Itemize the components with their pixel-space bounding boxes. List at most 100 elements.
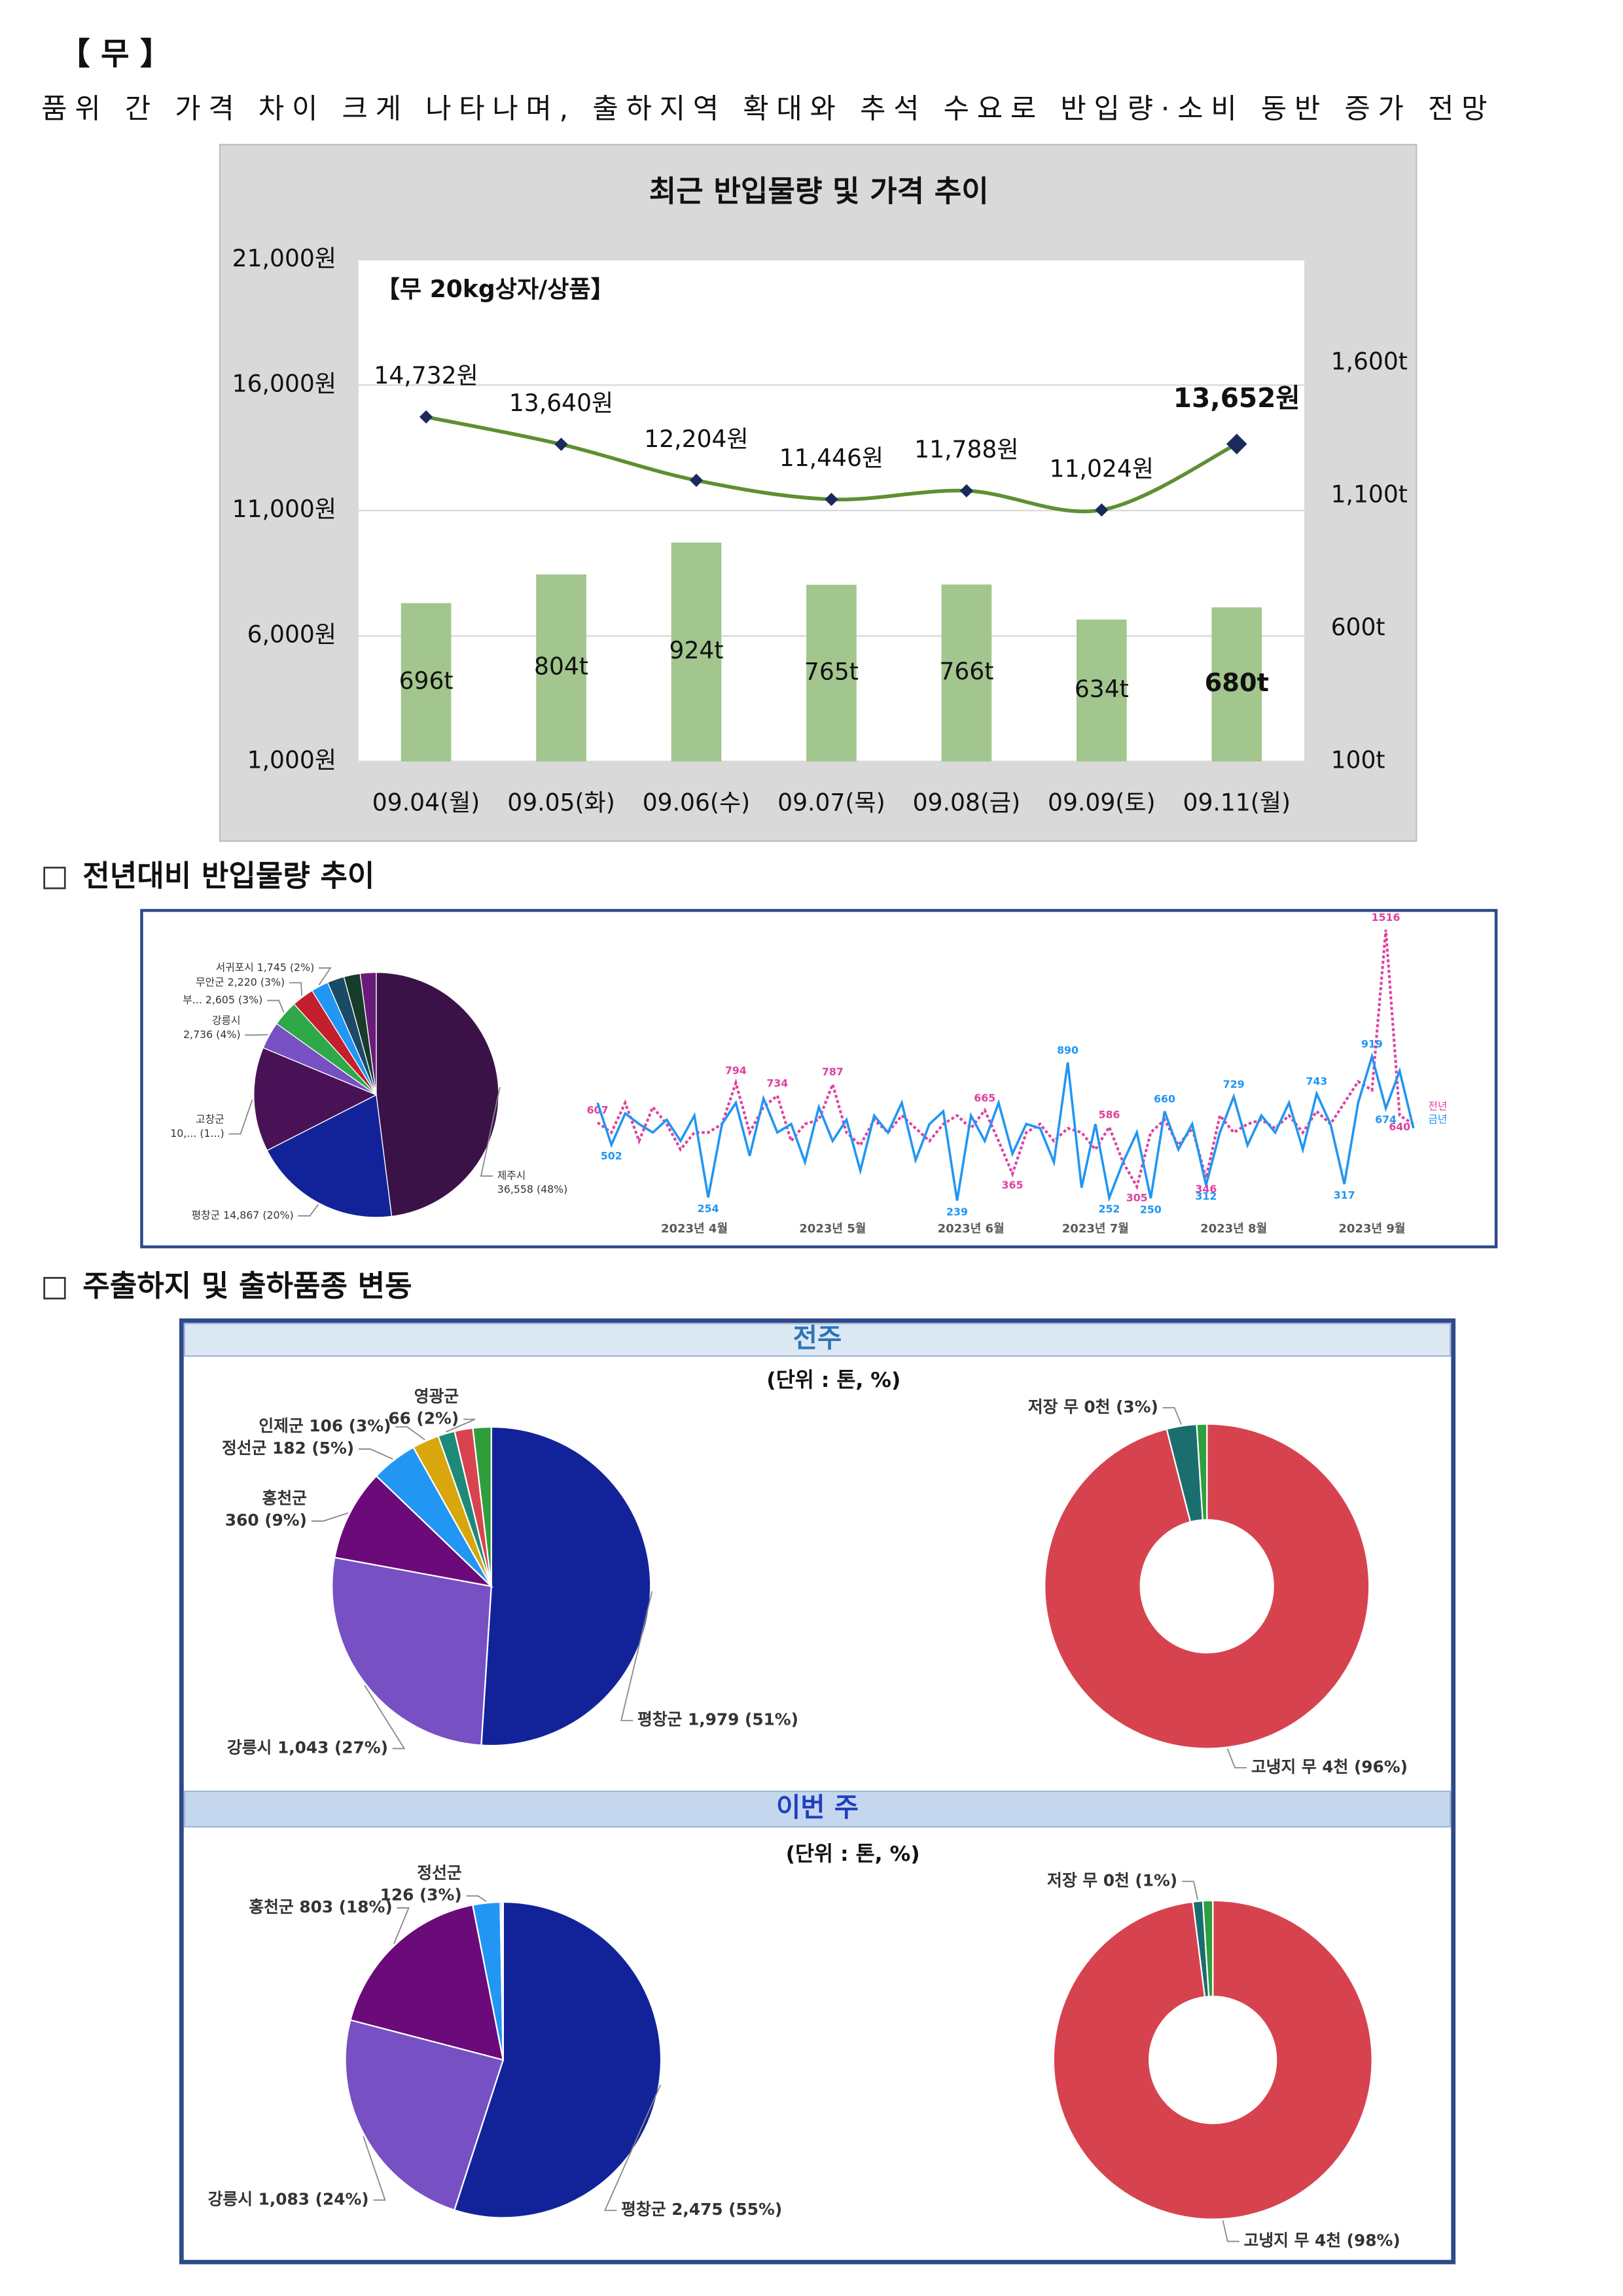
- point-label: 743: [1306, 1075, 1327, 1087]
- leader-line: [1226, 1748, 1247, 1768]
- x-tick-label: 2023년 8월: [1200, 1222, 1267, 1236]
- slice-label: 평창군 2,475 (55%): [621, 2200, 782, 2219]
- slice-label: 2,736 (4%): [183, 1028, 240, 1041]
- x-tick-label: 09.07(목): [777, 789, 885, 817]
- leader-line: [466, 1895, 487, 1902]
- x-tick-label: 09.05(화): [507, 789, 615, 817]
- point-label: 252: [1098, 1203, 1120, 1215]
- x-tick-label: 2023년 4월: [661, 1222, 728, 1236]
- point-label: 586: [1098, 1108, 1120, 1121]
- bar: [941, 584, 992, 762]
- leader-line: [318, 967, 332, 986]
- x-tick-label: 09.06(수): [643, 789, 751, 817]
- leader-line: [480, 1086, 501, 1177]
- point-label: 607: [587, 1104, 609, 1117]
- leader-line: [267, 999, 285, 1013]
- page-title: 【 무 】: [59, 37, 171, 73]
- slice-label: 평창군 14,867 (20%): [192, 1209, 294, 1221]
- leader-line: [358, 1448, 393, 1460]
- marker: [959, 484, 974, 498]
- slice-label: 고냉지 무 4천 (96%): [1251, 1757, 1408, 1776]
- bar: [401, 603, 452, 762]
- point-label: 254: [698, 1202, 719, 1215]
- marker: [825, 492, 838, 507]
- point-label: 305: [1126, 1192, 1148, 1204]
- point-label: 1516: [1372, 911, 1400, 924]
- x-tick-label: 09.04(월): [372, 789, 480, 817]
- x-tick-label: 2023년 6월: [938, 1222, 1005, 1236]
- slice-label: 홍천군 803 (18%): [249, 1897, 392, 1916]
- bar-label: 766t: [939, 658, 993, 685]
- y2-tick-label: 600t: [1331, 613, 1385, 641]
- point-label: 239: [946, 1206, 968, 1218]
- y-tick-label: 1,000원: [247, 746, 336, 774]
- bar-label: 924t: [669, 637, 723, 664]
- bar: [1077, 619, 1127, 762]
- slice-label: 인제군 106 (3%): [259, 1416, 391, 1435]
- point-label: 312: [1195, 1190, 1217, 1202]
- section-heading: 전년대비 반입물량 추이: [82, 858, 374, 893]
- point-label: 317: [1334, 1189, 1355, 1202]
- point-label: 787: [822, 1066, 844, 1078]
- pie-slice: [331, 1556, 492, 1746]
- point-label: 674: [1375, 1113, 1397, 1126]
- pie-slice: [1196, 1423, 1208, 1521]
- leader-line: [445, 1418, 476, 1433]
- slice-label: 평창군 1,979 (51%): [637, 1710, 798, 1729]
- bar-label: 765t: [804, 658, 859, 685]
- pie-slice: [344, 2018, 505, 2212]
- slice-label: 126 (3%): [380, 1886, 462, 1905]
- pie-slice: [376, 972, 499, 1217]
- slice-label: 강릉시: [212, 1014, 241, 1027]
- leader-line: [311, 1512, 349, 1522]
- y2-tick-label: 100t: [1331, 746, 1385, 774]
- line-label: 13,640원: [509, 389, 613, 417]
- panel-title: 이번 주: [776, 1791, 859, 1823]
- pie-slice: [1044, 1423, 1370, 1749]
- point-label: 250: [1140, 1203, 1162, 1215]
- leader-line: [228, 1099, 253, 1135]
- y-tick-label: 16,000원: [232, 370, 336, 397]
- leader-line: [364, 1685, 406, 1749]
- pie-slice: [359, 972, 377, 1095]
- x-tick-label: 09.09(토): [1048, 789, 1156, 817]
- marker: [689, 473, 704, 488]
- slice-label: 36,558 (48%): [497, 1183, 568, 1196]
- pie-slice: [480, 1426, 652, 1747]
- x-tick-label: 09.11(월): [1183, 789, 1291, 817]
- bar-label: 634t: [1075, 675, 1129, 703]
- slice-label: 영광군: [414, 1387, 459, 1406]
- pie-slice: [349, 1904, 505, 2061]
- slice-label: 무안군 2,220 (3%): [196, 976, 285, 988]
- section-heading: 주출하지 및 출하품종 변동: [82, 1268, 412, 1303]
- checkbox: [43, 867, 66, 889]
- bar: [806, 584, 857, 762]
- bar-label: 680t: [1205, 668, 1269, 698]
- point-label: 665: [974, 1092, 995, 1104]
- leader-line: [1181, 1880, 1198, 1900]
- slice-label: 360 (9%): [225, 1511, 307, 1530]
- y2-tick-label: 1,600t: [1331, 348, 1408, 376]
- panel-title: 전주: [793, 1322, 842, 1354]
- point-label: 919: [1361, 1037, 1383, 1050]
- bar-label: 804t: [534, 653, 588, 680]
- y-tick-label: 11,000원: [232, 495, 336, 523]
- pie-slice: [472, 1426, 492, 1587]
- pie-slice: [253, 1047, 378, 1151]
- x-tick-label: 2023년 7월: [1062, 1222, 1129, 1236]
- slice-label: 저장 무 0천 (3%): [1028, 1397, 1158, 1416]
- line-label: 12,204원: [644, 425, 748, 453]
- page-subtitle: 품위 간 가격 차이 크게 나타나며, 출하지역 확대와 추석 수요로 반입량·…: [41, 93, 1487, 126]
- marker: [554, 437, 568, 452]
- x-tick-label: 2023년 9월: [1338, 1222, 1405, 1236]
- line-label: 13,652원: [1173, 382, 1300, 414]
- leader-line: [1162, 1407, 1182, 1425]
- pie-slice: [333, 1475, 494, 1588]
- point-label: 729: [1223, 1078, 1245, 1090]
- leader-line: [393, 1907, 410, 1945]
- leader-line: [620, 1591, 653, 1721]
- line-label: 11,024원: [1050, 455, 1154, 482]
- pie-slice: [1052, 1899, 1373, 2220]
- bar-label: 696t: [399, 667, 454, 694]
